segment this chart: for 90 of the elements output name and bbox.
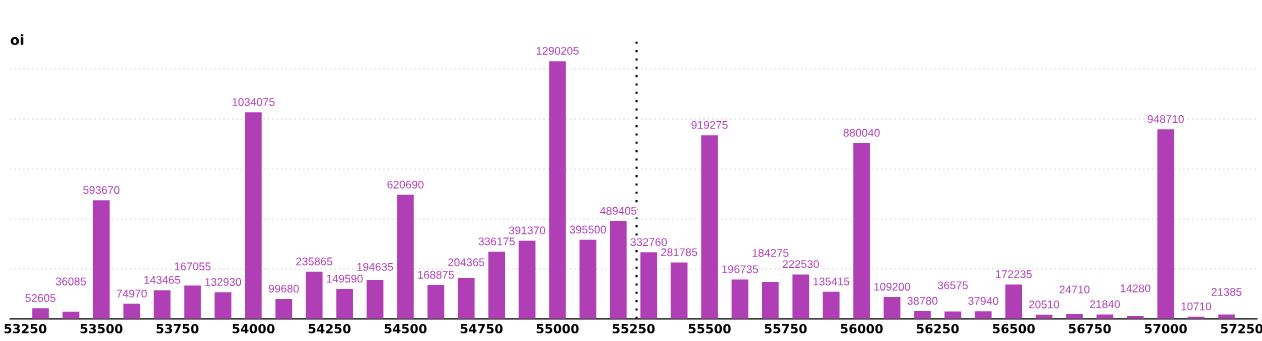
data-label: 52605 [25, 294, 56, 302]
data-label: 109200 [874, 282, 911, 291]
data-label: 132930 [205, 278, 242, 286]
data-label: 172235 [995, 270, 1032, 279]
data-label: 21385 [1211, 288, 1242, 296]
bar [336, 288, 353, 319]
data-label: 204365 [448, 258, 485, 267]
data-label: 332760 [630, 238, 667, 247]
data-label: 99680 [268, 284, 299, 293]
bar [914, 311, 931, 319]
bar [701, 135, 718, 319]
bar [549, 61, 566, 319]
bar [640, 252, 658, 319]
bar [579, 239, 597, 319]
data-label: 36575 [937, 281, 968, 290]
data-label: 36085 [55, 277, 86, 286]
x-tick-label: 55500 [688, 323, 731, 334]
bar [792, 274, 810, 319]
data-label: 167055 [174, 262, 211, 271]
bar [1157, 129, 1175, 319]
bar [92, 200, 110, 319]
data-label: 21840 [1090, 300, 1120, 309]
bar [123, 303, 141, 319]
bar [883, 297, 901, 319]
x-tick-label: 55750 [764, 323, 807, 334]
bar [822, 291, 840, 319]
bar [609, 221, 627, 319]
data-label: 235865 [296, 257, 333, 266]
data-label: 948710 [1147, 115, 1184, 123]
bar [457, 278, 475, 319]
chart-title: oi [10, 34, 24, 46]
x-tick-label: 57000 [1144, 323, 1187, 334]
x-tick-label: 53750 [156, 323, 199, 334]
bar [974, 311, 992, 319]
data-label: 391370 [508, 226, 546, 235]
data-label: 20510 [1029, 300, 1060, 309]
bar [153, 290, 171, 319]
bar [32, 308, 49, 319]
data-label: 143465 [144, 275, 181, 284]
data-label: 37940 [968, 297, 999, 305]
data-label: 1034075 [232, 98, 275, 106]
data-label: 38780 [907, 296, 938, 305]
x-tick-label: 56500 [992, 323, 1035, 334]
bar [184, 285, 201, 319]
x-tick-label: 54750 [460, 323, 503, 334]
data-label: 222530 [782, 260, 819, 269]
x-tick-label: 54000 [232, 323, 275, 334]
x-tick-label: 56000 [840, 323, 883, 334]
data-label: 168875 [418, 270, 454, 279]
data-label: 149590 [326, 274, 363, 283]
x-tick-label: 55000 [536, 323, 579, 334]
bar [518, 240, 536, 319]
bar [214, 292, 232, 319]
bar [853, 143, 870, 319]
bar [275, 298, 293, 319]
bar [366, 279, 384, 319]
data-label: 1290205 [536, 46, 579, 55]
x-tick-label: 53250 [4, 323, 47, 334]
x-tick-label: 53500 [80, 323, 123, 334]
data-label: 489405 [600, 206, 637, 215]
data-label: 196735 [722, 265, 759, 274]
x-tick-label: 57250 [1220, 323, 1262, 334]
data-label: 74970 [116, 289, 147, 298]
bar [1005, 284, 1023, 319]
bar [427, 285, 445, 319]
data-label: 620690 [387, 180, 424, 189]
x-tick-label: 54250 [308, 323, 351, 334]
bar [670, 262, 688, 319]
data-label: 395500 [569, 225, 607, 234]
data-label: 10710 [1181, 302, 1212, 311]
data-label: 24710 [1059, 285, 1090, 294]
data-label: 593670 [83, 186, 120, 194]
data-label: 184275 [752, 249, 789, 257]
data-label: 135415 [813, 277, 850, 286]
bar [762, 282, 779, 319]
bar [305, 271, 323, 319]
bar [397, 194, 414, 319]
data-label: 194635 [357, 262, 394, 271]
x-tick-label: 56250 [916, 323, 959, 334]
data-label: 14280 [1120, 284, 1151, 293]
bar [245, 112, 262, 319]
bar [488, 251, 506, 319]
bar [731, 279, 749, 319]
data-label: 919275 [691, 121, 728, 129]
x-tick-label: 55250 [612, 323, 655, 334]
x-tick-label: 54500 [384, 323, 427, 334]
x-tick-label: 56750 [1068, 323, 1111, 334]
data-label: 880040 [843, 128, 880, 137]
data-label: 336175 [478, 237, 515, 246]
data-label: 281785 [661, 248, 698, 257]
